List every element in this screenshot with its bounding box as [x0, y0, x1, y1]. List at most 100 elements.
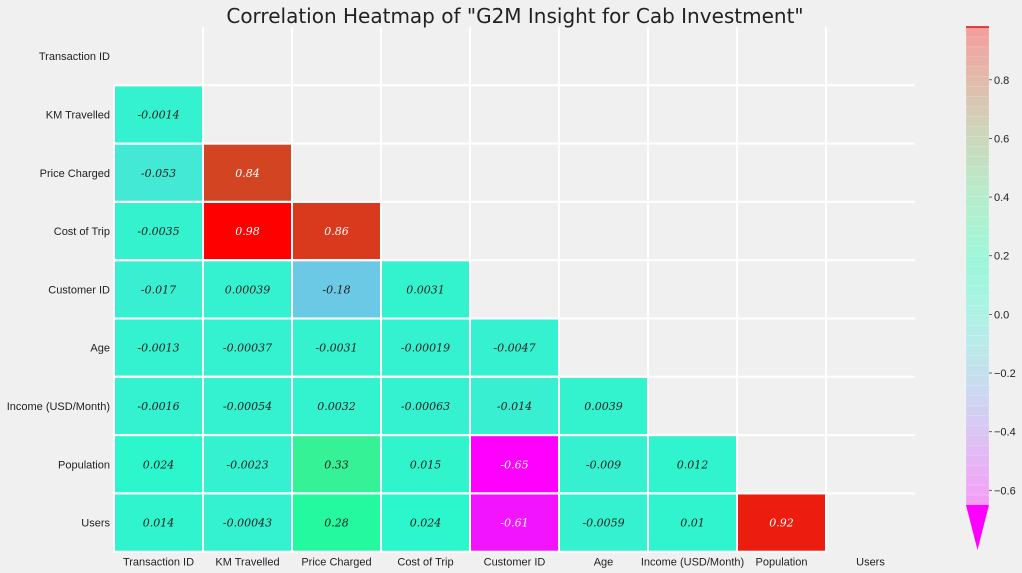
- colorbar-segment: [965, 295, 990, 307]
- colorbar-segment: [965, 464, 990, 476]
- colorbar-segment: [965, 225, 990, 237]
- colorbar-segment: [965, 335, 990, 347]
- colorbar-segment: [965, 76, 990, 88]
- heatmap-cell: [113, 375, 204, 437]
- colorbar-tick-label: 0.6: [994, 133, 1009, 145]
- colorbar-tick-label: 0.0: [994, 309, 1009, 321]
- x-tick-label: Price Charged: [301, 557, 371, 569]
- y-tick-labels: Transaction ID KM Travelled Price Charged C…: [7, 51, 111, 529]
- cell-value-label: 0.86: [324, 225, 349, 238]
- colorbar-segment: [965, 285, 990, 297]
- heatmap-cell: [202, 317, 293, 378]
- cell-value-label: -0.0016: [137, 400, 179, 413]
- cell-value-label: -0.00037: [223, 342, 272, 355]
- x-tick-label: KM Travelled: [215, 557, 279, 569]
- colorbar-tick-label: −0.6: [994, 485, 1016, 497]
- cell-value-label: 0.92: [769, 517, 794, 530]
- cell-value-label: -0.00043: [223, 517, 272, 530]
- colorbar-segment: [965, 116, 990, 128]
- cell-value-label: 0.024: [410, 517, 442, 530]
- heatmap-cell: [647, 434, 738, 495]
- colorbar-segment: [965, 156, 990, 168]
- colorbar-tick-label: 0.8: [994, 75, 1009, 87]
- cell-value-label: 0.014: [143, 517, 175, 530]
- cell-value-label: 0.01: [680, 517, 705, 530]
- heatmap-cell: [113, 84, 204, 145]
- cell-value-label: 0.0032: [317, 400, 356, 413]
- colorbar-segment: [965, 305, 990, 317]
- colorbar-segment: [965, 166, 990, 178]
- heatmap-cell: [202, 434, 293, 495]
- colorbar-segment: [965, 186, 990, 198]
- colorbar-segment: [965, 265, 990, 277]
- colorbar-segment: [965, 56, 990, 68]
- colorbar-tick-label: 0.2: [994, 251, 1009, 263]
- cell-value-label: -0.61: [500, 517, 528, 530]
- y-tick-label: Cost of Trip: [54, 226, 110, 238]
- cell-value-label: -0.0035: [137, 225, 179, 238]
- y-tick-label: Age: [90, 343, 110, 355]
- colorbar-segment: [965, 146, 990, 158]
- x-tick-label: Users: [856, 557, 885, 569]
- y-tick-label: Income (USD/Month): [7, 401, 110, 413]
- colorbar-segment: [965, 176, 990, 188]
- x-tick-label: Age: [594, 557, 614, 569]
- cell-value-label: -0.00054: [223, 400, 272, 413]
- colorbar-segment: [965, 126, 990, 138]
- y-tick-label: KM Travelled: [46, 109, 110, 121]
- y-tick-label: Customer ID: [48, 284, 110, 296]
- colorbar-segment: [965, 66, 990, 78]
- heatmap-cell: [647, 492, 738, 553]
- colorbar-segment: [965, 445, 990, 457]
- cell-value-label: 0.84: [235, 167, 260, 180]
- cell-value-label: -0.00019: [401, 342, 450, 355]
- colorbar-segment: [965, 484, 990, 496]
- colorbar-segment: [965, 315, 990, 327]
- colorbar-segment: [965, 345, 990, 357]
- heatmap-cells: -0.0014 -0.053 0.84 -0.0035 0.98 0.86 -0.017 0.…: [113, 27, 915, 553]
- colorbar-segment: [965, 215, 990, 228]
- heatmap-cell: [113, 142, 204, 203]
- colorbar-tick-label: −0.4: [994, 427, 1016, 439]
- colorbar-segment: [965, 255, 990, 267]
- y-tick-label: Users: [81, 518, 110, 530]
- heatmap-cell: [469, 375, 560, 437]
- x-tick-label: Cost of Trip: [397, 557, 453, 569]
- cell-value-label: -0.18: [322, 283, 350, 296]
- y-tick-label: Transaction ID: [39, 51, 110, 63]
- colorbar-segment: [965, 435, 990, 447]
- heatmap-cell: [736, 492, 827, 553]
- colorbar-segment: [965, 96, 990, 108]
- cell-value-label: 0.015: [410, 458, 442, 471]
- heatmap-cell: [113, 492, 204, 553]
- colorbar-segment: [965, 245, 990, 257]
- cell-value-label: -0.0023: [226, 458, 268, 471]
- cell-value-label: -0.00063: [401, 400, 450, 413]
- y-tick-label: Population: [58, 459, 110, 471]
- x-tick-label: Customer ID: [484, 557, 546, 569]
- colorbar-extend-min: [966, 505, 989, 550]
- cell-value-label: 0.012: [677, 458, 709, 471]
- y-tick-label: Price Charged: [40, 168, 110, 180]
- colorbar-segment: [965, 235, 990, 247]
- colorbar-segment: [965, 46, 990, 58]
- cell-value-label: 0.33: [324, 458, 349, 471]
- colorbar-segment: [965, 494, 990, 506]
- x-tick-label: Transaction ID: [123, 557, 194, 569]
- heatmap-cell: [380, 375, 471, 437]
- colorbar-segment: [965, 325, 990, 337]
- cell-value-label: -0.0047: [493, 342, 535, 355]
- colorbar-segment: [965, 425, 990, 437]
- cell-value-label: -0.0031: [315, 342, 357, 355]
- colorbar-segment: [965, 474, 990, 486]
- colorbar-segment: [965, 196, 990, 208]
- colorbar-segment: [965, 355, 990, 367]
- colorbar-segment: [965, 365, 990, 377]
- cell-value-label: 0.0039: [584, 400, 623, 413]
- colorbar-segment: [965, 415, 990, 427]
- chart-title: Correlation Heatmap of "G2M Insight for …: [226, 4, 803, 28]
- colorbar-segment: [965, 405, 990, 417]
- cell-value-label: 0.28: [324, 517, 349, 530]
- heatmap-cell: [558, 492, 649, 553]
